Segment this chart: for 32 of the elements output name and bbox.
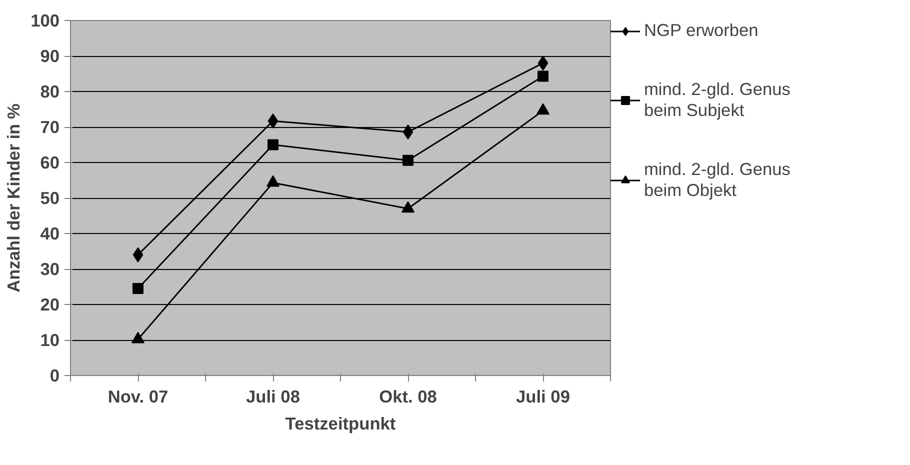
point: [402, 154, 414, 166]
point: [132, 332, 144, 344]
legend-label: mind. 2-gld. Genus beim Objekt: [644, 159, 792, 201]
x-tick-label: Juli 08: [246, 386, 300, 406]
y-tick-label: 30: [40, 259, 60, 279]
y-tick-label: 70: [40, 117, 60, 137]
point: [402, 124, 414, 140]
point: [266, 175, 280, 187]
y-tick-label: 20: [40, 294, 60, 314]
y-tick-label: 50: [40, 188, 60, 208]
point: [538, 70, 548, 82]
legend-label: mind. 2-gld. Genus beim Subjekt: [644, 79, 792, 121]
legend-label: NGP erworben: [644, 20, 760, 41]
y-tick-label: 0: [50, 366, 60, 386]
point: [538, 56, 548, 71]
y-tick-label: 80: [40, 82, 60, 102]
point: [268, 113, 278, 128]
point: [132, 283, 144, 294]
x-tick-label: Okt. 08: [379, 386, 438, 406]
y-tick-label: 90: [40, 46, 60, 66]
x-tick-label: Juli 09: [516, 386, 570, 406]
y-tick-label: 100: [30, 10, 60, 30]
y-axis-title: Anzahl der Kinder in %: [4, 104, 24, 292]
point: [536, 103, 550, 115]
x-axis-title: Testzeitpunkt: [285, 414, 396, 434]
point: [402, 201, 414, 213]
point: [132, 247, 144, 262]
y-tick-label: 10: [40, 330, 60, 350]
x-tick-label: Nov. 07: [108, 386, 168, 406]
y-tick-label: 40: [40, 224, 60, 244]
point: [268, 139, 278, 150]
y-tick-label: 60: [40, 152, 60, 172]
